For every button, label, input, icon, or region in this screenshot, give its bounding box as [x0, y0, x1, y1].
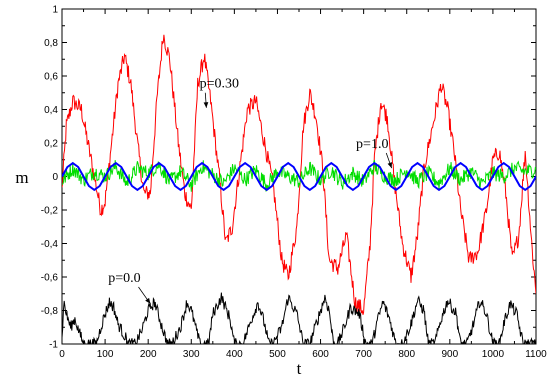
- y-tick-label: -1: [49, 340, 58, 351]
- annotation-arrow-head: [203, 102, 209, 108]
- series-line-3: [62, 292, 536, 344]
- x-tick-label: 300: [183, 349, 200, 360]
- y-tick-label: 0,2: [44, 139, 58, 150]
- y-tick-label: -0,8: [41, 306, 59, 317]
- x-tick-label: 700: [355, 349, 372, 360]
- ticks: 0 100 200 300 400 500 600 700 800 900 1000 1100 -1 -0…: [41, 5, 547, 361]
- x-tick-label: 800: [398, 349, 415, 360]
- series-layer: [62, 34, 536, 344]
- y-tick-label: -0,2: [41, 206, 59, 217]
- y-tick-label: -0,6: [41, 273, 59, 284]
- x-tick-label: 900: [441, 349, 458, 360]
- annotation-label: p=1.0: [356, 137, 388, 152]
- series-line-2: [62, 161, 536, 192]
- annotations: p=0.30 p=1.0 p=0.0: [108, 77, 393, 305]
- x-axis-label: t: [297, 359, 302, 378]
- y-tick-label: 0,6: [44, 72, 58, 83]
- y-tick-label: 0,8: [44, 38, 58, 49]
- series-line-1: [62, 159, 536, 192]
- x-tick-label: 200: [140, 349, 157, 360]
- y-axis-label: m: [15, 168, 28, 187]
- annotation-label: p=0.30: [200, 77, 239, 92]
- x-tick-label: 100: [97, 349, 114, 360]
- x-tick-label: 400: [226, 349, 243, 360]
- y-tick-label: 0: [52, 172, 58, 183]
- annotation-arrow-head: [145, 297, 151, 304]
- x-tick-label: 600: [312, 349, 329, 360]
- x-tick-label: 500: [269, 349, 286, 360]
- y-tick-label: -0,4: [41, 239, 59, 250]
- annotation-arrow-head: [387, 162, 392, 169]
- y-tick-label: 1: [52, 5, 58, 16]
- y-tick-label: 0,4: [44, 105, 58, 116]
- x-tick-label: 1000: [482, 349, 505, 360]
- x-tick-label: 0: [59, 349, 65, 360]
- annotation-label: p=0.0: [108, 271, 140, 286]
- x-tick-label: 1100: [525, 349, 547, 360]
